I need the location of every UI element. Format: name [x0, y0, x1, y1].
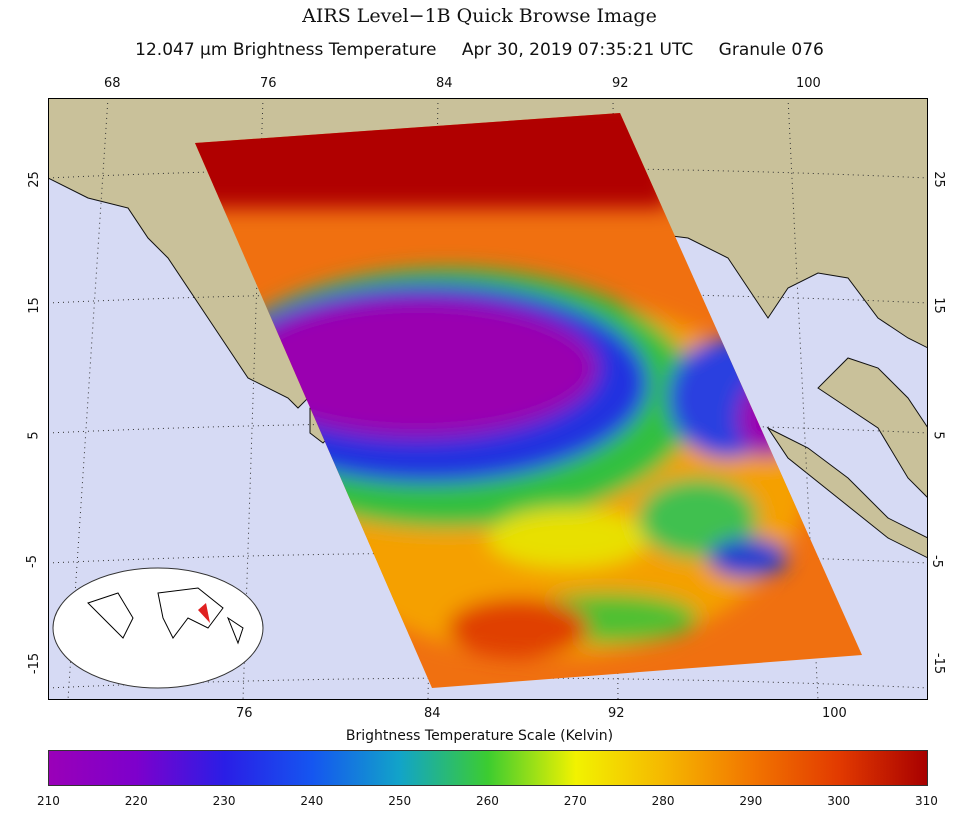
lon-tick-bottom: 84 — [424, 706, 441, 721]
image-title: AIRS Level−1B Quick Browse Image — [302, 5, 657, 27]
lat-tick-right: 25 — [930, 171, 946, 188]
channel-label: 12.047 μm Brightness Temperature — [135, 40, 437, 60]
colorbar-title: Brightness Temperature Scale (Kelvin) — [345, 728, 614, 744]
lat-tick-right: -5 — [928, 555, 944, 568]
lon-tick-top: 84 — [436, 76, 453, 91]
granule-label: Granule 076 — [718, 40, 824, 60]
colorbar-label: 210 — [37, 794, 60, 808]
lat-tick-right: 15 — [930, 297, 946, 314]
lat-tick-left: 15 — [26, 297, 42, 314]
map-frame — [48, 98, 928, 700]
lat-tick-left: 25 — [26, 171, 42, 188]
colorbar-label: 220 — [124, 794, 148, 808]
lon-tick-top: 100 — [796, 76, 821, 91]
colorbar-label: 250 — [388, 794, 412, 808]
lat-tick-right: 5 — [930, 431, 946, 440]
colorbar-label: 300 — [827, 794, 851, 808]
map-panel — [48, 98, 928, 700]
lat-tick-left: 5 — [26, 431, 42, 440]
colorbar-label: 290 — [739, 794, 763, 808]
lon-tick-bottom: 92 — [608, 706, 625, 721]
image-subtitle: 12.047 μm Brightness Temperature Apr 30,… — [0, 40, 959, 60]
datetime-label: Apr 30, 2019 07:35:21 UTC — [461, 40, 694, 60]
lat-tick-right: -15 — [931, 652, 947, 675]
lon-tick-bottom: 100 — [822, 706, 847, 721]
colorbar-label: 270 — [563, 794, 587, 808]
colorbar-label: 280 — [651, 794, 675, 808]
colorbar-label: 310 — [915, 794, 938, 808]
locator-marker — [198, 603, 210, 623]
colorbar — [48, 750, 928, 786]
lon-tick-top: 92 — [612, 76, 629, 91]
locator-globe — [52, 567, 264, 689]
lat-tick-left: -15 — [27, 652, 43, 675]
lon-tick-bottom: 76 — [236, 706, 253, 721]
colorbar-label: 230 — [212, 794, 236, 808]
colorbar-label: 260 — [476, 794, 499, 808]
lon-tick-top: 68 — [104, 76, 121, 91]
lon-tick-top: 76 — [260, 76, 277, 91]
colorbar-label: 240 — [300, 794, 324, 808]
lat-tick-left: -5 — [24, 555, 40, 568]
